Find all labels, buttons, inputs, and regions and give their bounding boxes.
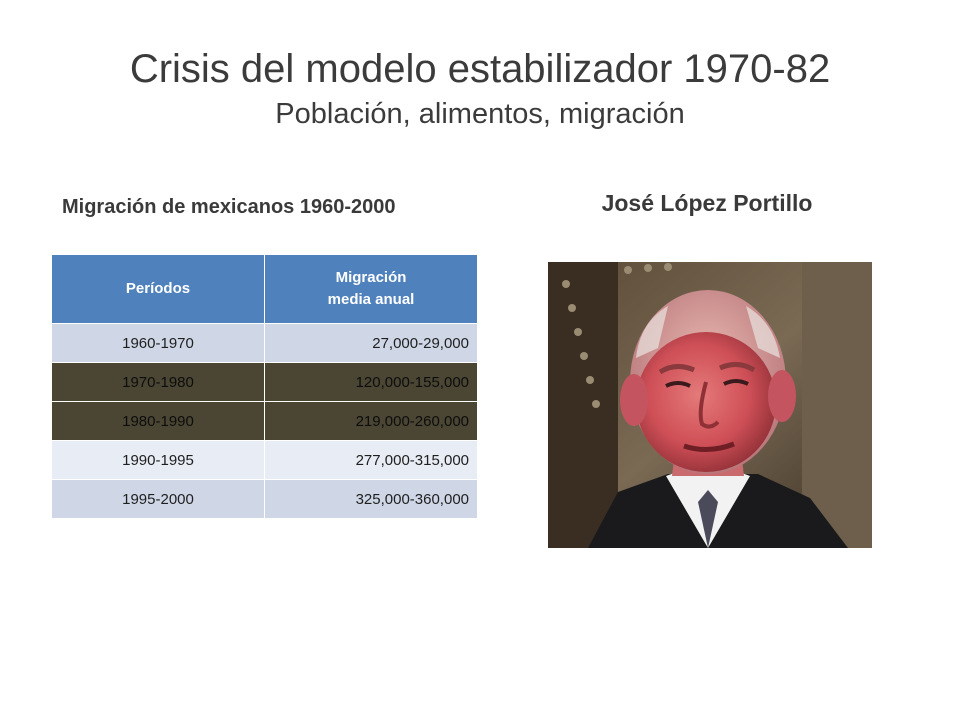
table-row: 1990-1995 277,000-315,000 [52, 440, 478, 480]
table-row: 1970-1980 120,000-155,000 [52, 362, 478, 402]
portrait-illustration [548, 262, 872, 548]
period-cell: 1995-2000 [52, 479, 265, 518]
value-cell: 120,000-155,000 [264, 362, 478, 402]
table-header-row: Períodos Migración media anual [52, 255, 478, 324]
portrait-heading: José López Portillo [601, 190, 813, 216]
value-cell: 277,000-315,000 [264, 440, 478, 480]
migration-table: Períodos Migración media anual 1960-1970… [52, 255, 478, 518]
table-row: 1980-1990 219,000-260,000 [52, 401, 478, 441]
header-periods: Períodos [52, 255, 265, 324]
portrait-photo [548, 262, 872, 548]
table-row: 1995-2000 325,000-360,000 [52, 479, 478, 518]
table-row: 1960-1970 27,000-29,000 [52, 323, 478, 363]
period-cell: 1990-1995 [52, 440, 265, 480]
value-cell: 325,000-360,000 [264, 479, 478, 518]
value-cell: 27,000-29,000 [264, 323, 478, 363]
header-migration-line1: Migración [335, 269, 407, 287]
slide-title-sub: Población, alimentos, migración [275, 98, 685, 130]
migration-heading: Migración de mexicanos 1960-2000 [62, 196, 396, 218]
slide-title-main: Crisis del modelo estabilizador 1970-82 [129, 47, 831, 91]
period-cell: 1960-1970 [52, 323, 265, 363]
header-migration: Migración media anual [264, 255, 478, 324]
value-cell: 219,000-260,000 [264, 401, 478, 441]
slide-title: Crisis del modelo estabilizador 1970-82 … [0, 46, 960, 131]
period-cell: 1970-1980 [52, 362, 265, 402]
header-migration-line2: media anual [327, 291, 415, 308]
period-cell: 1980-1990 [52, 401, 265, 441]
